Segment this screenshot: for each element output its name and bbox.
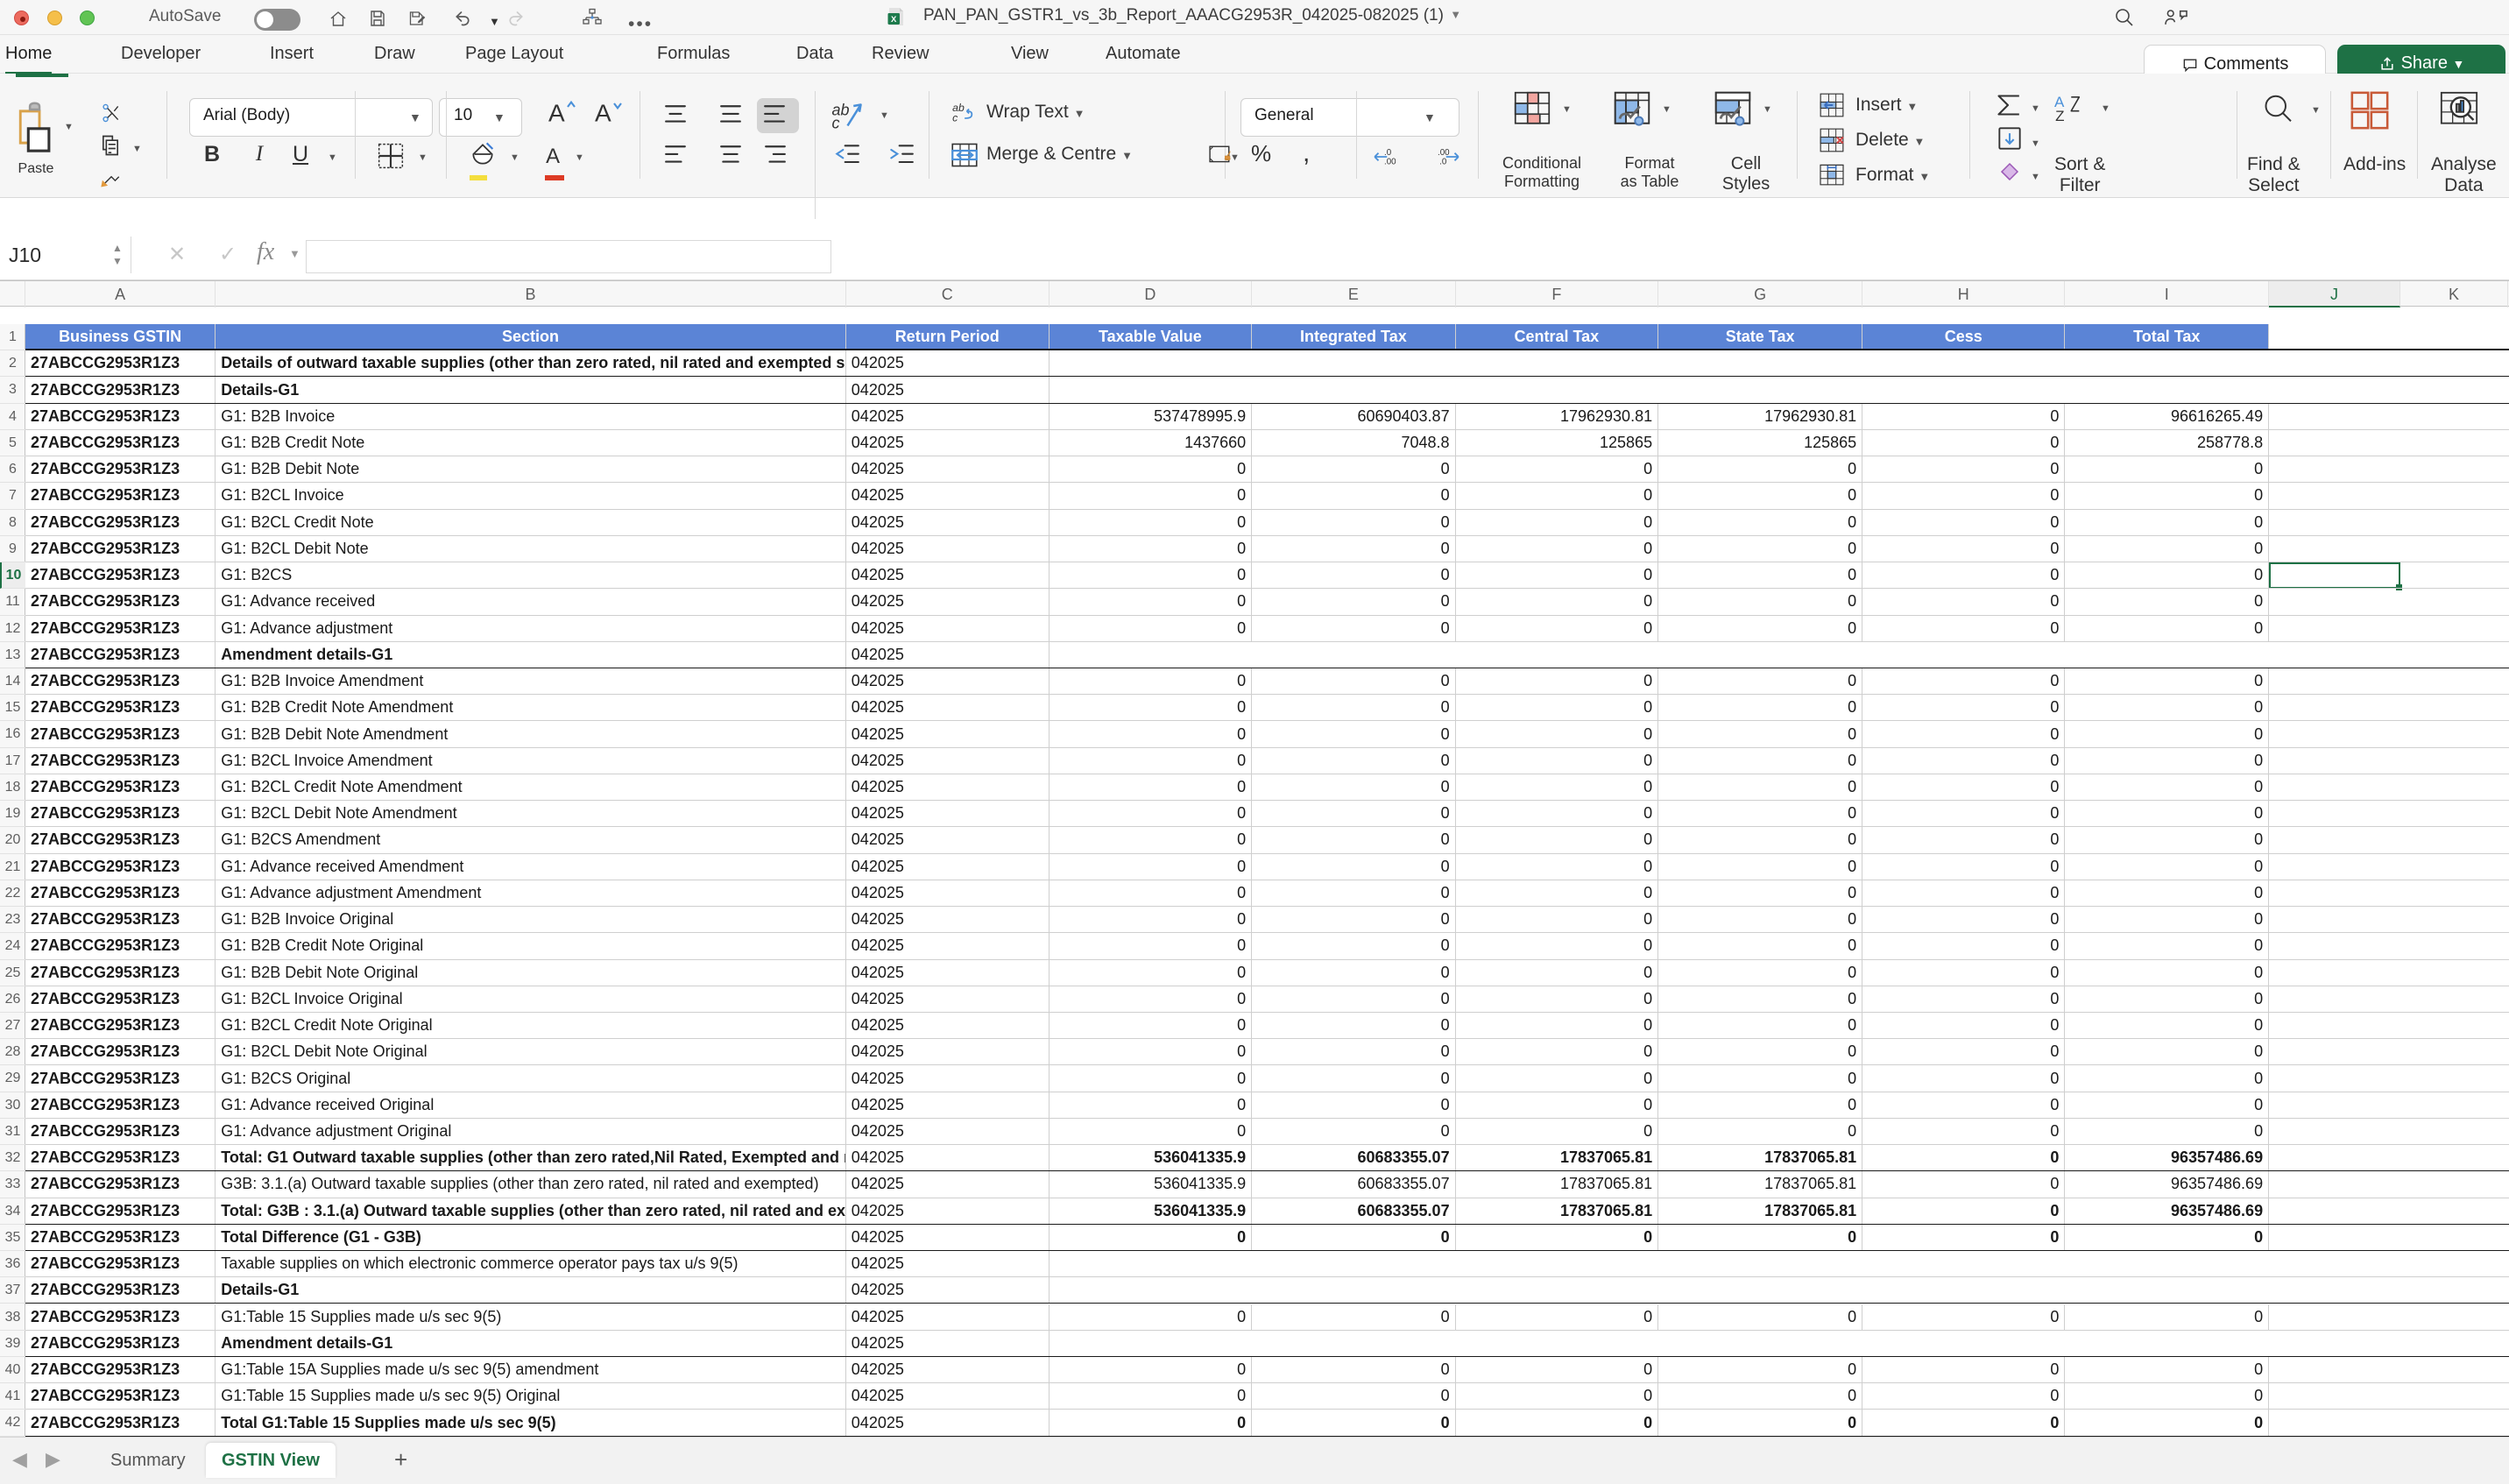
svg-text:.00: .00	[1438, 148, 1450, 158]
svg-text:Z: Z	[2055, 108, 2064, 121]
svg-text:A: A	[595, 100, 611, 126]
svg-text:.0: .0	[1439, 158, 1447, 167]
svg-text:A: A	[548, 100, 565, 126]
svg-text:A: A	[546, 145, 560, 166]
svg-text:.0: .0	[1384, 148, 1392, 158]
svg-text:c: c	[832, 115, 840, 131]
svg-text:X: X	[891, 15, 897, 25]
svg-text:c: c	[952, 112, 958, 124]
svg-text:.00: .00	[1384, 158, 1396, 167]
